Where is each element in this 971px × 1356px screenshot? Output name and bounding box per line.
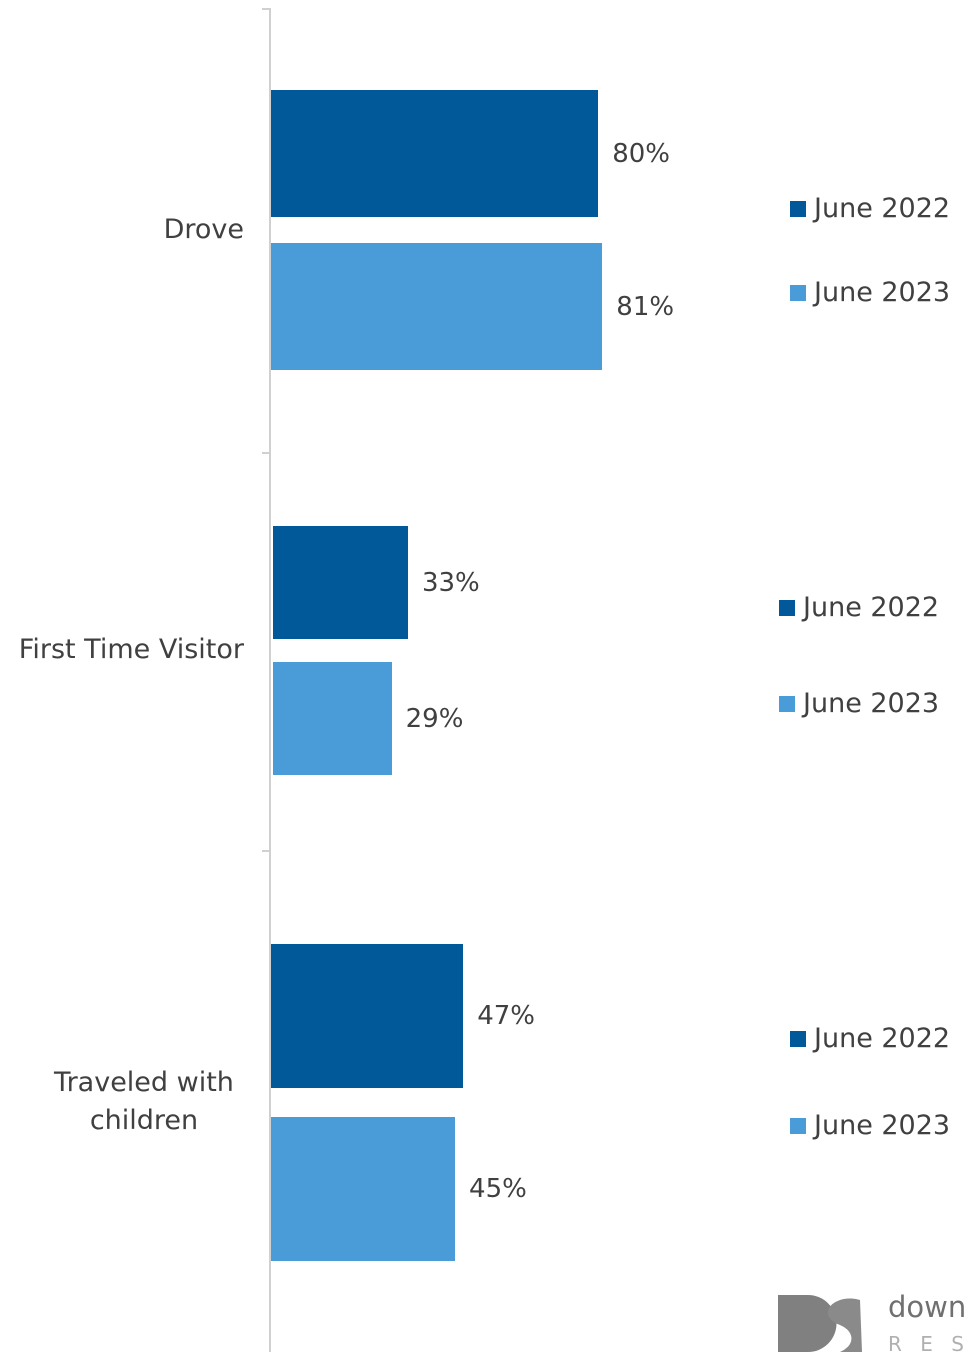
legend-swatch	[779, 696, 795, 712]
legend-swatch	[790, 1118, 806, 1134]
bar	[271, 243, 603, 370]
legend-entry: June 2022	[790, 194, 950, 224]
value-label: 33%	[421, 567, 480, 598]
logo-text: down	[888, 1290, 967, 1324]
legend-entry: June 2022	[790, 1024, 950, 1054]
value-label: 80%	[612, 138, 670, 169]
logo-subtext: R E S	[888, 1332, 970, 1356]
legend-label: June 2023	[814, 277, 951, 308]
legend-swatch	[790, 201, 806, 217]
bar	[271, 944, 464, 1088]
bar	[271, 90, 599, 217]
bar	[273, 526, 408, 639]
category-label: Drove	[163, 214, 244, 245]
legend-label: June 2022	[803, 592, 940, 623]
legend-entry: June 2023	[779, 689, 939, 719]
logo-mark	[778, 1295, 862, 1352]
legend-entry: June 2023	[790, 1111, 950, 1141]
value-label: 47%	[477, 1001, 536, 1031]
legend-swatch	[790, 285, 806, 301]
bar	[271, 1117, 456, 1261]
value-label: 29%	[405, 703, 464, 734]
legend-label: June 2023	[814, 1110, 951, 1141]
value-label: 45%	[469, 1174, 527, 1204]
legend-swatch	[790, 1031, 806, 1047]
value-label: 81%	[616, 291, 675, 322]
legend-swatch	[779, 600, 795, 616]
bar	[273, 662, 392, 775]
legend-label: June 2023	[803, 688, 940, 719]
category-label: First Time Visitor	[18, 634, 244, 665]
legend-entry: June 2022	[779, 593, 939, 623]
category-label: Traveled with children	[54, 1067, 234, 1136]
legend-entry: June 2023	[790, 278, 950, 308]
legend-label: June 2022	[814, 1023, 951, 1054]
legend-label: June 2022	[814, 193, 951, 224]
